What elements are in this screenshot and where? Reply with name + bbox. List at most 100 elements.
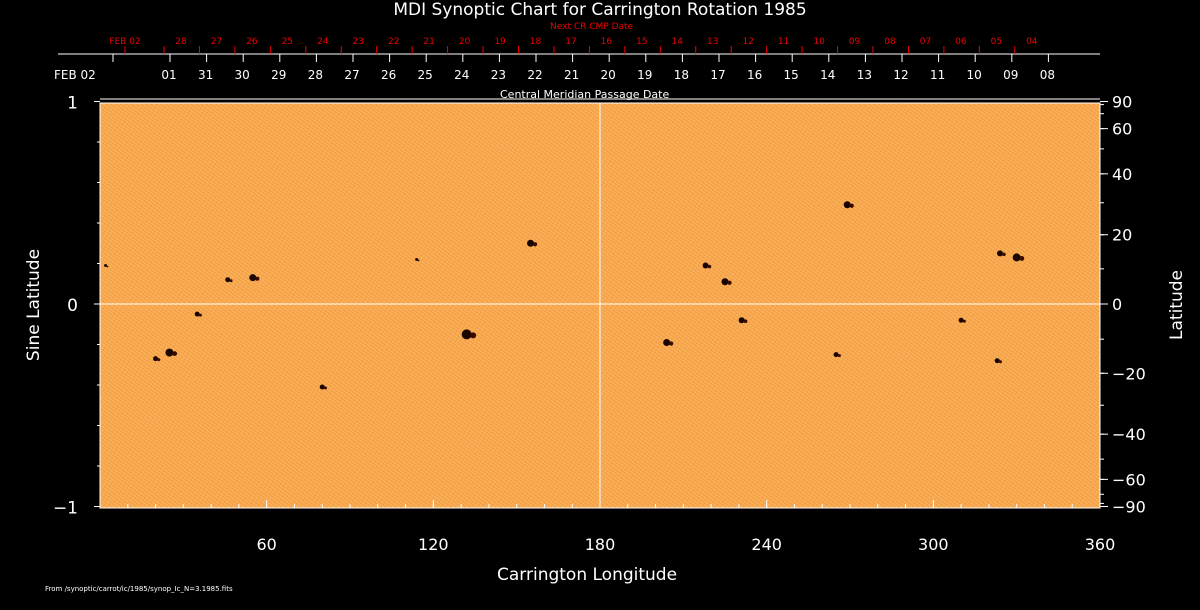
sunspot-penumbra — [172, 351, 178, 356]
next-cmp-label: 18 — [530, 37, 542, 47]
next-cmp-label: 17 — [565, 37, 576, 47]
lat-tick-label: −60 — [1112, 470, 1146, 489]
sunspot — [997, 250, 1003, 257]
sunspot-penumbra — [417, 259, 420, 262]
sunspot-penumbra — [743, 319, 748, 324]
next-cmp-label: 15 — [636, 37, 647, 47]
cmp-date-label: 15 — [784, 68, 799, 82]
cmp-date-label: 29 — [271, 68, 286, 82]
sunspot — [225, 277, 231, 283]
next-cmp-label: 24 — [317, 37, 329, 47]
lat-tick-label: 90 — [1112, 93, 1132, 112]
next-cmp-label: 27 — [211, 37, 222, 47]
next-cmp-label: 25 — [282, 37, 293, 47]
sunspot — [702, 262, 709, 269]
y-tick-label: 1 — [67, 94, 78, 114]
next-cmp-label: 14 — [672, 37, 684, 47]
sunspot-penumbra — [229, 279, 233, 283]
next-cmp-label: 08 — [884, 37, 896, 47]
cmp-date-label: 13 — [857, 68, 872, 82]
y-tick-label: −1 — [53, 499, 78, 519]
sunspot-penumbra — [198, 313, 202, 317]
lat-tick-label: 0 — [1112, 295, 1122, 314]
chart-title: MDI Synoptic Chart for Carrington Rotati… — [393, 0, 807, 20]
cmp-date-label: 20 — [601, 68, 616, 82]
source-file: From /synoptic/carrot/ic/1985/synop_Ic_N… — [45, 585, 233, 593]
sunspot-penumbra — [533, 242, 538, 247]
next-cmp-label: 10 — [813, 37, 825, 47]
sunspot — [249, 274, 257, 282]
cmp-date-label: FEB 02 — [54, 68, 96, 82]
next-cmp-label: 05 — [991, 37, 1002, 47]
cmp-date-label: 19 — [637, 68, 652, 82]
lat-tick-label: 40 — [1112, 165, 1132, 184]
sunspot — [153, 356, 159, 362]
sunspot — [461, 329, 472, 340]
sunspot-penumbra — [1002, 252, 1006, 257]
sunspot — [415, 257, 419, 261]
sunspot-penumbra — [669, 341, 674, 346]
next-cmp-label: 26 — [246, 37, 258, 47]
cmp-date-label: 26 — [381, 68, 396, 82]
sunspot-penumbra — [849, 203, 854, 208]
cmp-date-label: 14 — [820, 68, 835, 82]
sunspot-penumbra — [157, 358, 161, 362]
x-tick-label: 120 — [418, 535, 449, 554]
lat-tick-label: 60 — [1112, 120, 1132, 139]
lat-tick-label: 20 — [1112, 226, 1132, 245]
next-cmp-label: 21 — [423, 37, 434, 47]
cmp-date-label: 08 — [1040, 68, 1055, 82]
sunspot — [1012, 253, 1021, 262]
sunspot-penumbra — [707, 264, 712, 269]
lat-tick-label: −90 — [1112, 498, 1146, 517]
y-tick-label: 0 — [67, 296, 78, 316]
sunspot — [843, 201, 851, 209]
next-cmp-label: 22 — [388, 37, 399, 47]
next-cmp-label: 09 — [849, 37, 861, 47]
cmp-date-label: 10 — [967, 68, 982, 82]
x-tick-label: 300 — [918, 535, 949, 554]
cmp-axis-label: Central Meridian Passage Date — [500, 88, 670, 101]
y-axis-right-label: Latitude — [1166, 270, 1187, 340]
y-axis-label: Sine Latitude — [24, 248, 45, 362]
cmp-date-label: 11 — [930, 68, 945, 82]
next-cmp-label: 11 — [778, 37, 789, 47]
cmp-date-label: 27 — [344, 68, 359, 82]
next-cmp-label: FEB 02 — [109, 37, 140, 47]
sunspot — [527, 239, 535, 247]
next-cmp-label: 07 — [920, 37, 931, 47]
x-tick-label: 240 — [751, 535, 782, 554]
sunspot — [194, 311, 200, 317]
sunspot — [165, 348, 174, 357]
sunspot-penumbra — [106, 265, 109, 268]
next-cmp-label: 06 — [955, 37, 967, 47]
sunspot-penumbra — [962, 319, 966, 323]
next-cmp-label: Next CR CMP Date — [550, 22, 634, 32]
cmp-date-label: 25 — [418, 68, 433, 82]
cmp-date-label: 23 — [491, 68, 506, 82]
sunspot-penumbra — [255, 276, 260, 281]
sunspot — [738, 317, 745, 324]
sunspot-penumbra — [470, 332, 477, 339]
cmp-date-label: 28 — [308, 68, 323, 82]
next-cmp-label: 04 — [1026, 37, 1038, 47]
next-cmp-label: 16 — [601, 37, 613, 47]
next-cmp-label: 13 — [707, 37, 718, 47]
sunspot — [994, 358, 1000, 364]
cmp-date-label: 09 — [1003, 68, 1018, 82]
lat-tick-label: −40 — [1112, 425, 1146, 444]
cmp-date-label: 12 — [893, 68, 908, 82]
sunspot — [958, 317, 964, 323]
x-tick-label: 360 — [1085, 535, 1116, 554]
sunspot-penumbra — [837, 354, 841, 358]
next-cmp-label: 19 — [494, 37, 506, 47]
x-axis-label: Carrington Longitude — [497, 565, 678, 585]
x-tick-label: 180 — [585, 535, 616, 554]
sunspot — [833, 352, 839, 358]
cmp-date-label: 21 — [564, 68, 579, 82]
sunspot — [104, 264, 108, 268]
cmp-date-label: 16 — [747, 68, 762, 82]
sunspot-penumbra — [323, 386, 327, 390]
next-cmp-label: 28 — [175, 37, 187, 47]
